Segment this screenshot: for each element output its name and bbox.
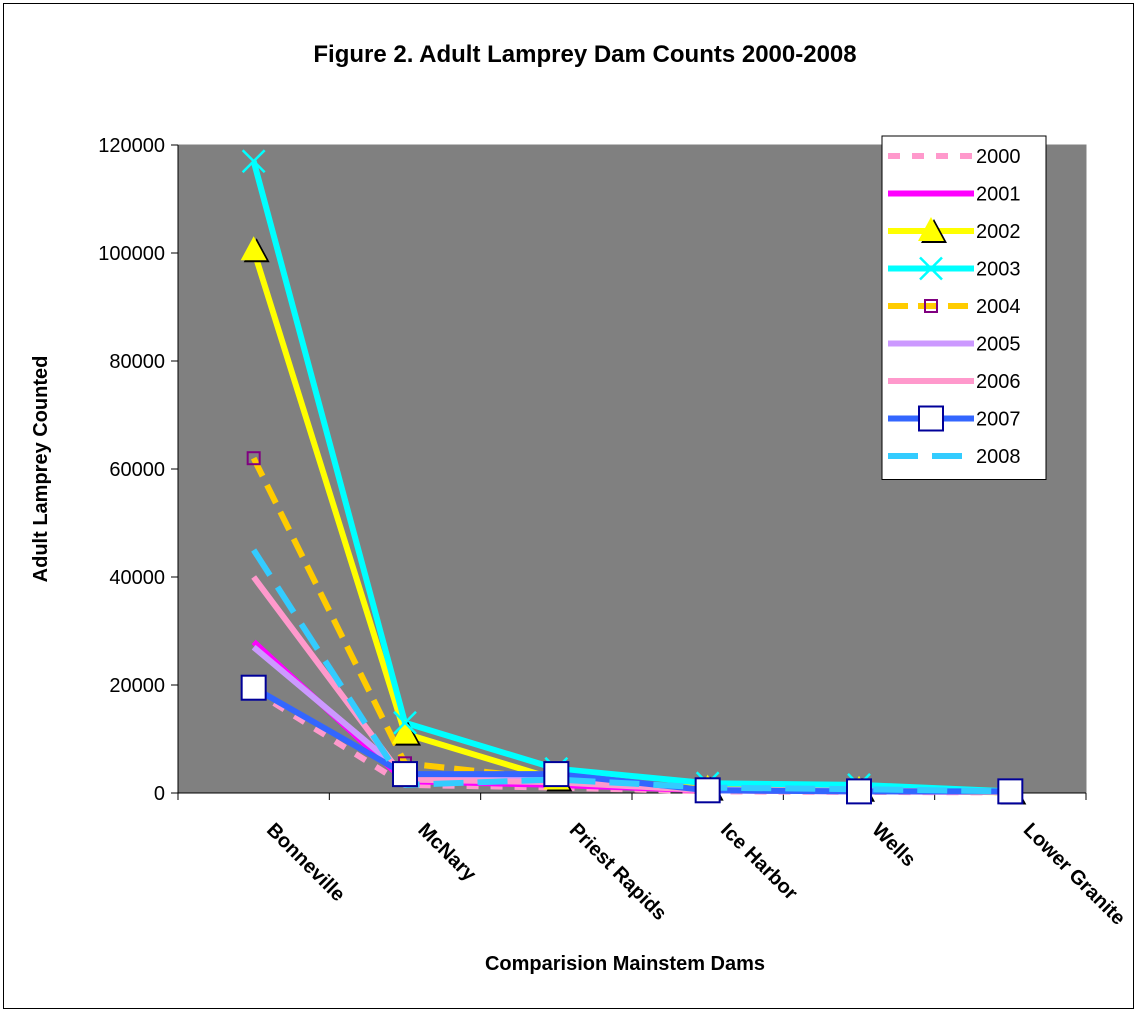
legend-label: 2003: [976, 259, 1021, 281]
y-tick-label: 60000: [109, 459, 165, 481]
legend-label: 2005: [976, 334, 1021, 356]
x-tick-label: Lower Granite: [1019, 819, 1130, 930]
series-layer: [250, 160, 1011, 796]
series-line-2008: [251, 548, 1011, 795]
small-square-marker: [924, 299, 938, 313]
legend: 2000 2001 2002 2003 2004 2005 2006 2007 2008: [881, 135, 1047, 480]
legend-label: 2008: [976, 446, 1021, 468]
legend-label: 2001: [976, 184, 1021, 206]
y-tick-label: 0: [154, 783, 165, 805]
y-tick-label: 80000: [109, 351, 165, 373]
y-tick-label: 20000: [109, 675, 165, 697]
series-line-2003: [250, 160, 1011, 795]
square-marker: [997, 778, 1024, 805]
chart-title: Figure 2. Adult Lamprey Dam Counts 2000-…: [313, 41, 856, 68]
square-marker: [543, 761, 570, 788]
legend-label: 2006: [976, 371, 1021, 393]
square-marker: [846, 778, 872, 805]
x-tick-label: Priest Rapids: [565, 819, 671, 925]
small-square-marker: [246, 451, 261, 466]
marker-layer: [240, 149, 1027, 805]
y-axis-label: Adult Lamprey Counted: [30, 356, 52, 583]
x-marker: [919, 256, 943, 281]
x-tick-label: McNary: [413, 819, 480, 886]
legend-label: 2002: [976, 221, 1021, 243]
x-tick-label: Wells: [867, 819, 919, 871]
x-axis: Bonneville McNary Priest Rapids Ice Harbor W…: [177, 792, 1130, 930]
x-axis-label: Comparision Mainstem Dams: [485, 953, 765, 975]
triangle-marker: [392, 719, 418, 744]
legend-label: 2004: [976, 296, 1021, 318]
x-marker: [241, 149, 266, 174]
triangle-marker: [918, 217, 944, 241]
x-tick-label: Bonneville: [262, 819, 349, 906]
square-marker: [918, 405, 944, 432]
y-tick-label: 120000: [98, 135, 165, 157]
y-axis: 0 20000 40000 60000 80000 100000 120000: [98, 135, 179, 805]
square-marker: [240, 674, 267, 701]
y-tick-label: 100000: [98, 243, 165, 265]
square-marker: [694, 777, 721, 804]
x-marker: [393, 710, 417, 735]
square-marker: [392, 761, 418, 788]
y-tick-label: 40000: [109, 567, 165, 589]
legend-label: 2000: [976, 146, 1021, 168]
legend-label: 2007: [976, 409, 1021, 431]
triangle-marker: [240, 236, 267, 261]
x-tick-label: Ice Harbor: [716, 819, 802, 905]
